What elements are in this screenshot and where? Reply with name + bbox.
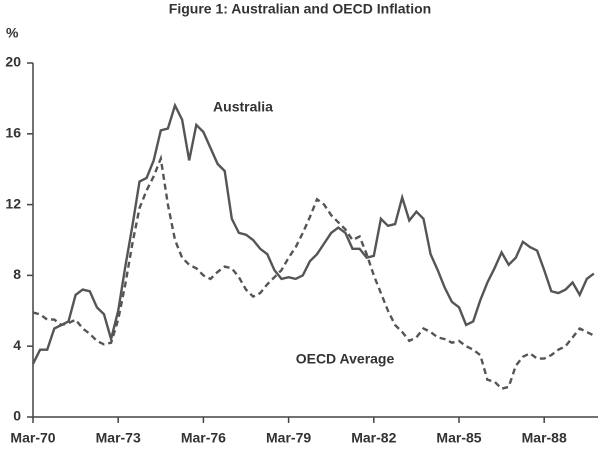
x-tick-label: Mar-88: [522, 430, 567, 446]
y-tick-label: 8: [13, 266, 21, 282]
y-axis-label: %: [6, 25, 19, 41]
x-tick-label: Mar-82: [351, 430, 396, 446]
x-tick-label: Mar-70: [10, 430, 55, 446]
y-tick-label: 0: [13, 408, 21, 424]
series-line: [32, 154, 595, 391]
x-tick-label: Mar-85: [436, 430, 481, 446]
x-tick-label: Mar-73: [96, 430, 141, 446]
series-line: [31, 102, 595, 365]
series-label: OECD Average: [296, 351, 395, 367]
x-tick-label: Mar-76: [181, 430, 226, 446]
y-tick-label: 4: [13, 337, 21, 353]
y-tick-label: 20: [5, 54, 21, 70]
x-tick-label: Mar-79: [266, 430, 311, 446]
series-label: Australia: [213, 99, 273, 115]
chart-title: Figure 1: Australian and OECD Inflation: [169, 1, 431, 17]
y-tick-label: 16: [5, 125, 21, 141]
y-tick-label: 12: [5, 195, 21, 211]
